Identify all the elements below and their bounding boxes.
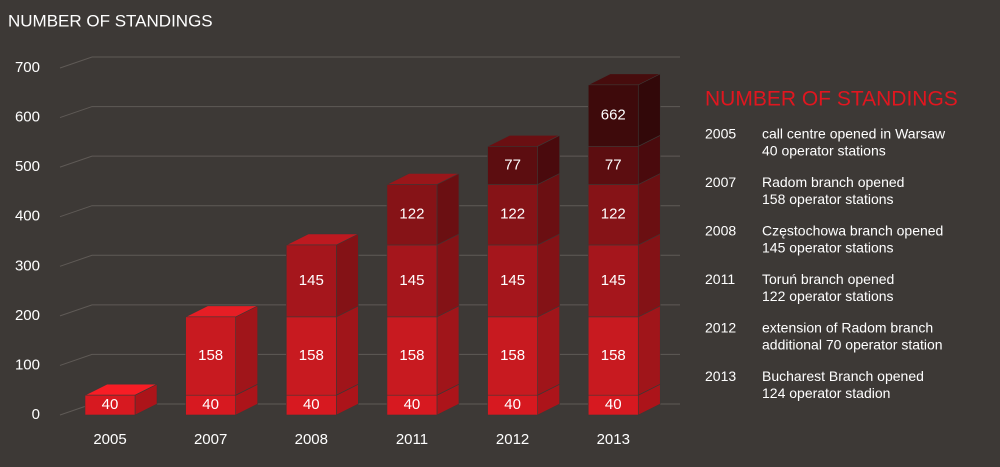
bar-side — [537, 305, 560, 396]
bar-side — [637, 305, 661, 396]
note-text: 40 operator stations — [762, 143, 886, 159]
data-label: 158 — [198, 347, 223, 364]
x-tick-label: 2005 — [93, 431, 126, 448]
note-year: 2008 — [705, 223, 736, 239]
note-year: 2005 — [705, 126, 736, 142]
data-label: 145 — [399, 272, 424, 289]
bar-side — [537, 173, 560, 246]
grid-line — [59, 205, 680, 218]
bar-side — [637, 233, 661, 318]
note-year: 2012 — [705, 320, 736, 336]
x-tick-label: 2011 — [396, 431, 428, 448]
y-tick-label: 300 — [15, 257, 40, 274]
bar-side — [335, 233, 359, 318]
note-text: additional 70 operator station — [762, 337, 943, 353]
note-text: 122 operator stations — [762, 288, 894, 304]
data-label: 40 — [504, 396, 521, 413]
note-text: Częstochowa branch opened — [762, 223, 943, 239]
note-text: 158 operator stations — [762, 191, 894, 207]
bar-side — [537, 233, 560, 318]
chart-title: NUMBER OF STANDINGS — [8, 11, 213, 30]
data-label: 158 — [299, 347, 324, 364]
data-label: 40 — [404, 396, 421, 413]
grid-line — [59, 155, 680, 168]
data-label: 145 — [299, 272, 324, 289]
x-tick-label: 2008 — [295, 431, 328, 448]
bar — [487, 146, 538, 185]
note-text: 124 operator stadion — [762, 385, 890, 401]
bar-side — [637, 73, 661, 147]
data-label: 145 — [601, 272, 626, 289]
bar — [386, 184, 438, 246]
bar-side — [335, 305, 359, 396]
grid-line — [59, 106, 680, 119]
data-label: 158 — [601, 347, 626, 364]
y-tick-label: 700 — [15, 59, 40, 76]
data-label: 122 — [500, 206, 525, 223]
total-label: 662 — [601, 107, 626, 124]
data-label: 40 — [202, 396, 219, 413]
bar-side — [235, 305, 258, 396]
y-tick-label: 0 — [32, 406, 40, 423]
data-label: 77 — [605, 156, 622, 173]
data-label: 158 — [500, 347, 525, 364]
note-text: call centre opened in Warsaw — [762, 126, 946, 142]
note-text: 145 operator stations — [762, 240, 894, 256]
y-tick-label: 500 — [15, 158, 40, 175]
data-label: 145 — [500, 272, 525, 289]
note-text: Radom branch opened — [762, 174, 904, 190]
bar — [587, 146, 639, 185]
x-tick-label: 2007 — [194, 431, 227, 448]
y-tick-label: 100 — [15, 356, 40, 373]
bar-side — [436, 233, 460, 318]
bar — [487, 184, 538, 246]
bar — [84, 394, 136, 416]
note-text: extension of Radom branch — [762, 320, 933, 336]
bar — [285, 244, 337, 318]
bar — [587, 84, 639, 147]
bar-side — [637, 173, 661, 246]
bar — [285, 316, 337, 396]
y-tick-label: 400 — [15, 208, 40, 225]
grid-line — [59, 56, 680, 69]
grid-line — [59, 304, 680, 317]
note-year: 2011 — [705, 271, 735, 287]
y-tick-label: 600 — [15, 109, 40, 126]
bar — [587, 316, 639, 396]
bar — [386, 244, 438, 318]
bar — [587, 184, 639, 246]
x-tick-label: 2012 — [496, 431, 529, 448]
data-label: 40 — [102, 396, 119, 413]
data-label: 77 — [504, 156, 521, 173]
data-label: 122 — [399, 206, 424, 223]
note-text: Toruń branch opened — [762, 271, 894, 287]
data-label: 40 — [605, 396, 622, 413]
bar-side — [436, 305, 460, 396]
note-year: 2013 — [705, 368, 736, 384]
grid-line — [59, 254, 680, 267]
side-title: NUMBER OF STANDINGS — [705, 88, 958, 111]
bar — [587, 244, 639, 318]
data-label: 40 — [303, 396, 320, 413]
bar-side — [436, 173, 460, 246]
x-tick-label: 2013 — [597, 431, 630, 448]
bar — [487, 244, 538, 318]
note-text: Bucharest Branch opened — [762, 368, 924, 384]
data-label: 158 — [399, 347, 424, 364]
bar — [185, 316, 236, 396]
bar — [386, 316, 438, 396]
bar — [487, 316, 538, 396]
data-label: 122 — [601, 206, 626, 223]
note-year: 2007 — [705, 174, 736, 190]
grid-line — [59, 353, 680, 366]
y-tick-label: 200 — [15, 307, 40, 324]
